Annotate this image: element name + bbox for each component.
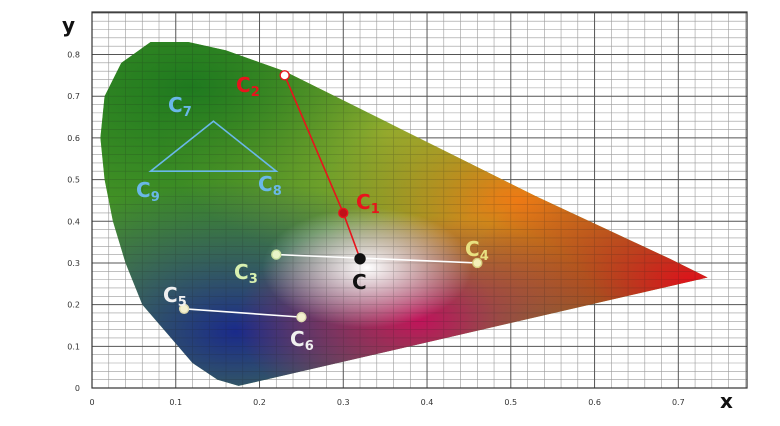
points xyxy=(178,70,483,323)
label-c: C xyxy=(352,270,367,294)
x-tick-label: 0.4 xyxy=(421,398,434,407)
gamut-triangle-c7-c8-c9 xyxy=(148,120,279,172)
point-c4 xyxy=(472,257,483,269)
label-c6: C6 xyxy=(290,327,314,354)
x-tick-label: 0.1 xyxy=(169,398,182,407)
y-tick-label: 0 xyxy=(75,384,80,393)
point-c xyxy=(354,253,366,265)
point-c2 xyxy=(279,70,290,81)
label-c1: C1 xyxy=(356,190,380,217)
y-tick-label: 0.6 xyxy=(67,134,80,143)
point-c3 xyxy=(271,249,282,260)
label-c7: C7 xyxy=(168,93,192,120)
line-c1-c xyxy=(342,212,361,260)
y-tick-label: 0.7 xyxy=(67,92,80,101)
label-c3: C3 xyxy=(234,260,258,287)
point-c1 xyxy=(338,207,349,219)
x-tick-label: 0.5 xyxy=(504,398,517,407)
x-tick-label: 0.3 xyxy=(337,398,350,407)
line-c2-c1 xyxy=(283,75,345,214)
point-c6 xyxy=(296,311,307,323)
label-c9: C9 xyxy=(136,178,160,205)
y-tick-label: 0.3 xyxy=(67,259,80,268)
y-tick-label: 0.2 xyxy=(67,301,80,310)
y-tick-label: 0.4 xyxy=(67,217,80,226)
line-c3-c4 xyxy=(276,253,478,264)
x-tick-label: 0 xyxy=(89,398,94,407)
label-c4: C4 xyxy=(465,237,489,264)
label-c2: C2 xyxy=(236,73,260,100)
triangle-c7-c8-c9 xyxy=(148,120,279,172)
tick-labels: 0 0.1 0.2 0.3 0.4 0.5 0.6 0.7 0 0.1 0.2 0.3 0.4 0.5 0.… xyxy=(67,51,684,407)
point-labels: C C1 C2 C3 C4 C5 C6 C7 C8 C9 xyxy=(136,73,489,354)
x-axis-title: x xyxy=(720,389,733,413)
x-tick-label: 0.7 xyxy=(672,398,685,407)
connector-lines xyxy=(184,75,478,318)
point-c5 xyxy=(178,303,190,314)
y-tick-label: 0.8 xyxy=(67,51,80,60)
label-c8: C8 xyxy=(258,172,282,199)
y-axis-title: y xyxy=(62,13,75,37)
y-tick-label: 0.1 xyxy=(67,342,80,351)
y-tick-label: 0.5 xyxy=(67,176,80,185)
x-tick-label: 0.2 xyxy=(253,398,266,407)
label-c5: C5 xyxy=(163,283,187,310)
x-tick-label: 0.6 xyxy=(588,398,601,407)
line-c5-c6 xyxy=(184,308,302,318)
